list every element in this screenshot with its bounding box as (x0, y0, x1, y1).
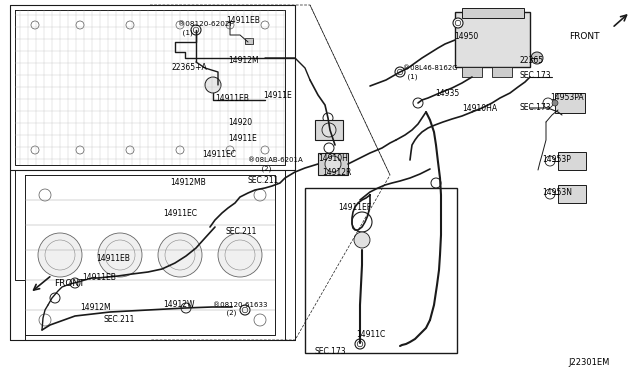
Circle shape (70, 278, 80, 288)
Circle shape (191, 25, 201, 35)
Circle shape (76, 21, 84, 29)
Text: FRONT: FRONT (570, 32, 600, 41)
Text: 14912MB: 14912MB (170, 178, 205, 187)
Circle shape (205, 77, 221, 93)
Text: 14912R: 14912R (322, 168, 351, 177)
Circle shape (158, 233, 202, 277)
Bar (558, 185, 586, 203)
Text: ®08L46-8162G: ®08L46-8162G (403, 65, 458, 71)
Text: 14911EC: 14911EC (202, 150, 236, 159)
Text: SEC.211: SEC.211 (225, 227, 257, 236)
Text: SEC.173: SEC.173 (315, 347, 347, 356)
Bar (555, 93, 585, 113)
Text: ®08LAB-6201A: ®08LAB-6201A (248, 157, 303, 163)
Circle shape (354, 232, 370, 248)
Text: ®08120-61633: ®08120-61633 (213, 302, 268, 308)
Circle shape (176, 146, 184, 154)
Bar (492, 67, 512, 77)
Circle shape (261, 21, 269, 29)
Text: 14910H: 14910H (318, 154, 348, 163)
Text: 14953N: 14953N (542, 188, 572, 197)
Text: ®08120-6202F: ®08120-6202F (178, 21, 234, 27)
Circle shape (261, 146, 269, 154)
Text: 14953P: 14953P (542, 155, 571, 164)
Text: 14953PA: 14953PA (550, 93, 584, 102)
Circle shape (31, 146, 39, 154)
Text: (2): (2) (248, 165, 271, 171)
Circle shape (545, 189, 555, 199)
Circle shape (254, 314, 266, 326)
Circle shape (355, 339, 365, 349)
Text: 14912M: 14912M (80, 303, 111, 312)
Text: J22301EM: J22301EM (568, 358, 609, 367)
Circle shape (325, 156, 341, 172)
Circle shape (176, 21, 184, 29)
Text: FRONT: FRONT (54, 279, 84, 288)
Text: 14912W: 14912W (163, 300, 195, 309)
Circle shape (240, 305, 250, 315)
Text: SEC.211: SEC.211 (248, 176, 280, 185)
Text: 14935: 14935 (435, 89, 460, 98)
Circle shape (323, 113, 333, 123)
Circle shape (38, 233, 82, 277)
Circle shape (31, 21, 39, 29)
Circle shape (552, 100, 558, 106)
Bar (318, 153, 348, 175)
Text: 14950: 14950 (454, 32, 478, 41)
Circle shape (50, 293, 60, 303)
Text: 14911EB: 14911EB (226, 16, 260, 25)
Text: 14911EB: 14911EB (96, 254, 130, 263)
Bar (245, 38, 253, 44)
Circle shape (98, 233, 142, 277)
Circle shape (226, 21, 234, 29)
Text: SEC.173: SEC.173 (520, 71, 552, 80)
Text: 14911EF: 14911EF (338, 203, 371, 212)
Circle shape (322, 123, 336, 137)
Circle shape (126, 146, 134, 154)
Text: 14911C: 14911C (356, 330, 385, 339)
Bar (315, 120, 343, 140)
Circle shape (431, 178, 441, 188)
Circle shape (395, 67, 405, 77)
Circle shape (324, 143, 334, 153)
Circle shape (545, 156, 555, 166)
Bar (462, 8, 524, 18)
Text: 14911EB: 14911EB (215, 94, 249, 103)
Circle shape (39, 314, 51, 326)
Circle shape (531, 52, 543, 64)
Text: (1): (1) (403, 73, 417, 80)
Text: 14910HA: 14910HA (462, 104, 497, 113)
Bar (305, 188, 457, 353)
Circle shape (226, 146, 234, 154)
Text: 14912M: 14912M (228, 56, 259, 65)
Text: 14920: 14920 (228, 118, 252, 127)
Bar (455, 12, 530, 67)
Circle shape (76, 146, 84, 154)
Text: 14911EB: 14911EB (82, 273, 116, 282)
Circle shape (352, 212, 372, 232)
Circle shape (39, 189, 51, 201)
Text: SEC.173: SEC.173 (520, 103, 552, 112)
Circle shape (543, 98, 553, 108)
Bar (558, 152, 586, 170)
Circle shape (126, 21, 134, 29)
Text: 14911EC: 14911EC (163, 209, 197, 218)
Text: SEC.211: SEC.211 (103, 315, 134, 324)
Circle shape (254, 189, 266, 201)
Text: 22365+A: 22365+A (172, 63, 208, 72)
Circle shape (453, 18, 463, 28)
Text: (2): (2) (213, 310, 236, 317)
Text: 14911E: 14911E (228, 134, 257, 143)
Text: 22365: 22365 (520, 56, 544, 65)
Text: 14911E: 14911E (263, 91, 292, 100)
Circle shape (413, 98, 423, 108)
Text: (1): (1) (178, 29, 193, 35)
Circle shape (181, 303, 191, 313)
Circle shape (218, 233, 262, 277)
Bar (462, 67, 482, 77)
